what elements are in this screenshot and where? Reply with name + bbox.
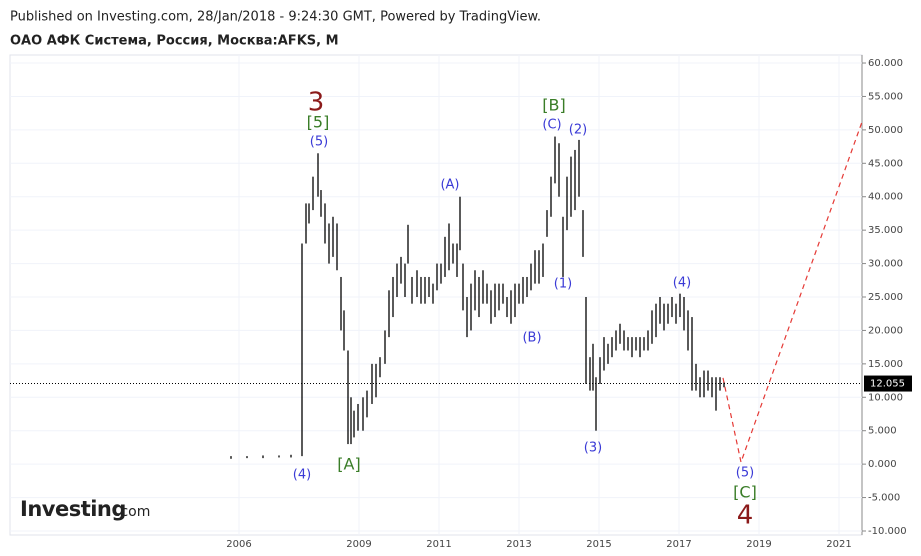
plot-layer: 60.00055.00050.00045.00040.00035.00030.0… (10, 55, 912, 550)
last-price-box (864, 375, 912, 392)
logo-brand: Investing (20, 497, 126, 521)
plot-frame (9, 54, 863, 536)
wave-label: [C] (733, 483, 757, 502)
projection-line (722, 121, 863, 465)
wave-label: (B) (522, 331, 541, 346)
wave-label: (2) (569, 123, 587, 138)
wave-label: (C) (542, 118, 561, 133)
y-tick-label: 60.000 (868, 58, 903, 69)
y-tick-label: 30.000 (868, 259, 903, 270)
wave-label: (5) (310, 135, 328, 150)
wave-label: (A) (440, 178, 459, 193)
wave-label: [5] (307, 113, 330, 132)
published-note: Published on Investing.com, 28/Jan/2018 … (10, 10, 541, 25)
y-tick-label: 55.000 (868, 91, 903, 102)
wave-label: (1) (554, 277, 572, 292)
wave-label: [A] (337, 455, 360, 474)
wave-label: 4 (737, 501, 754, 531)
x-tick-label: 2011 (426, 539, 451, 550)
y-tick-label: -5.000 (868, 493, 900, 504)
x-tick-label: 2006 (226, 539, 251, 550)
wave-label: (4) (673, 276, 691, 291)
wave-label: (5) (736, 466, 754, 481)
y-tick-label: 0.000 (868, 459, 897, 470)
symbol-title: ОАО АФК Система, Россия, Москва:AFKS, M (10, 34, 339, 49)
y-tick-label: -10.000 (868, 526, 907, 537)
y-tick-label: 5.000 (868, 426, 897, 437)
y-tick-label: 40.000 (868, 192, 903, 203)
wave-label: (3) (584, 441, 602, 456)
y-tick-label: 35.000 (868, 225, 903, 236)
y-tick-label: 50.000 (868, 125, 903, 136)
x-tick-label: 2015 (586, 539, 611, 550)
x-tick-label: 2017 (666, 539, 691, 550)
y-tick-label: 25.000 (868, 292, 903, 303)
y-tick-label: 45.000 (868, 158, 903, 169)
wave-label: 3 (308, 88, 325, 118)
wave-label: (4) (293, 468, 311, 483)
x-tick-label: 2019 (746, 539, 771, 550)
last-price-label: 12.055 (870, 379, 905, 390)
x-tick-label: 2013 (506, 539, 531, 550)
y-tick-label: 10.000 (868, 392, 903, 403)
wave-label: [B] (542, 96, 565, 115)
y-tick-label: 15.000 (868, 359, 903, 370)
x-tick-label: 2009 (346, 539, 371, 550)
logo-suffix: .com (116, 504, 150, 520)
y-tick-label: 20.000 (868, 325, 903, 336)
x-tick-label: 2021 (826, 539, 851, 550)
